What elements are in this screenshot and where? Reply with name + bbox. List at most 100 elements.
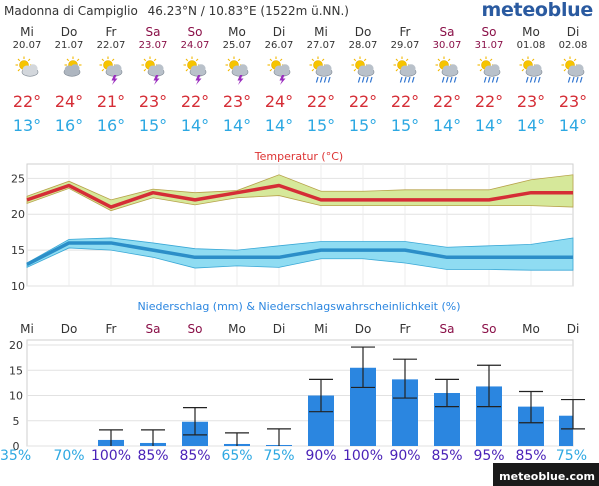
thunderstorm-sun-icon [183,56,207,85]
precip-probability-label: 65% [221,448,252,464]
precip-tick-label: 15 [9,364,23,377]
day-name: Do [355,25,372,39]
precip-tick-label: 0 [13,440,20,453]
day-date: 30.07 [433,40,462,51]
tmax-label: 22° [391,92,419,111]
tmin-label: 14° [433,116,461,135]
tmax-label: 21° [97,92,125,111]
day-name: Do [61,25,78,39]
tmin-label: 14° [517,116,545,135]
day-date: 28.07 [349,40,378,51]
precip-probability-label: 85% [515,448,546,464]
tmax-label: 23° [223,92,251,111]
precip-day-label: Sa [440,322,455,336]
partly-cloudy-icon [63,56,82,77]
precip-day-label: Fr [106,322,117,336]
tmax-label: 23° [517,92,545,111]
day-name: So [188,25,203,39]
tmax-label: 22° [13,92,41,111]
tmin-label: 15° [349,116,377,135]
tmin-label: 14° [265,116,293,135]
precipitation-chart: Niederschlag (mm) & Niederschlagswahrsch… [0,300,587,464]
tmin-label: 15° [139,116,167,135]
tmax-label: 23° [139,92,167,111]
rain-shower-sun-icon [477,56,501,83]
temp-tick-label: 25 [11,172,25,185]
day-name: Fr [400,25,411,39]
day-date: 01.08 [517,40,546,51]
tmin-label: 14° [559,116,587,135]
tmin-label: 16° [55,116,83,135]
precip-probability-label: 85% [431,448,462,464]
precip-error-bar [99,429,123,446]
precip-error-bar [225,432,249,446]
rain-shower-sun-icon [519,56,543,83]
rain-shower-sun-icon [435,56,459,83]
rain-shower-sun-icon [309,56,333,83]
day-name: Di [567,25,580,39]
precip-probability-label: 75% [263,448,294,464]
partly-cloudy-sun-icon [15,56,39,77]
day-date: 02.08 [559,40,588,51]
temp-tick-label: 10 [11,280,25,293]
precip-error-bar [141,429,165,446]
precip-day-label: Mi [20,322,34,336]
precip-error-bar [351,346,375,389]
day-name: Mo [228,25,246,39]
precip-error-bar [561,398,585,430]
day-date: 27.07 [307,40,336,51]
precip-error-bar [393,358,417,399]
precip-day-label: So [482,322,497,336]
day-name: Mi [20,25,34,39]
tmax-label: 24° [265,92,293,111]
tmin-label: 15° [391,116,419,135]
tmin-label: 16° [97,116,125,135]
location-coords: 46.23°N / 10.83°E (1522m ü.NN.) [147,4,349,18]
day-date: 25.07 [223,40,252,51]
tmin-label: 15° [307,116,335,135]
temperature-chart: Temperatur (°C) 10 15 20 25 [11,150,574,293]
precip-error-bar [309,378,333,413]
precip-error-bar [183,407,207,436]
day-name: Sa [440,25,455,39]
precip-error-bar [435,378,459,408]
temp-tick-label: 15 [11,244,25,257]
precip-day-label: So [188,322,203,336]
precip-tick-label: 5 [13,415,20,428]
tmax-label: 24° [55,92,83,111]
thunderstorm-sun-icon [267,56,291,85]
tmin-label: 14° [223,116,251,135]
precip-probability-label: 90% [389,448,420,464]
tmin-label: 13° [13,116,41,135]
day-header: Mi20.0722°13°Do21.0724°16°Fr22.0721°16°S… [13,25,588,135]
precip-error-bar [519,390,543,424]
day-name: Mo [522,25,540,39]
day-date: 31.07 [475,40,504,51]
day-date: 26.07 [265,40,294,51]
tmin-label: 14° [181,116,209,135]
tmax-label: 22° [349,92,377,111]
rain-shower-sun-icon [393,56,417,83]
precip-day-label: Di [567,322,580,336]
precip-day-label: Mo [522,322,540,336]
brand-logo[interactable]: meteoblue [481,0,593,21]
precip-probability-label: 100% [91,448,131,464]
tmin-series-line [26,241,573,267]
day-date: 23.07 [139,40,168,51]
precip-day-label: Di [273,322,286,336]
day-name: Di [273,25,286,39]
day-date: 24.07 [181,40,210,51]
precip-day-label: Fr [400,322,411,336]
temperature-title: Temperatur (°C) [254,150,343,163]
precip-probability-label: 35% [0,448,31,464]
thunderstorm-sun-icon [99,56,123,85]
precip-probability-label: 85% [137,448,168,464]
rain-shower-sun-icon [351,56,375,83]
precip-error-bar [477,364,501,408]
thunderstorm-sun-icon [225,56,249,85]
footer-credit[interactable]: meteoblue.com [493,463,599,486]
precip-tick-label: 10 [9,390,23,403]
day-date: 22.07 [97,40,126,51]
